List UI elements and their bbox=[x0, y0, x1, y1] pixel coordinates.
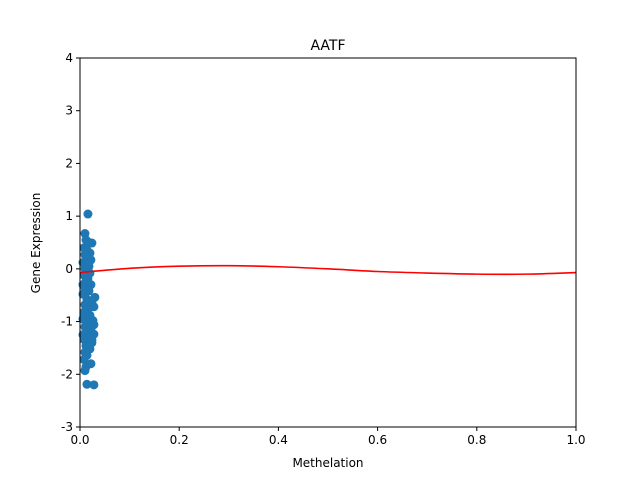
y-tick-label: 3 bbox=[65, 104, 73, 118]
data-point bbox=[78, 314, 88, 324]
y-tick-label: 2 bbox=[65, 156, 73, 170]
x-tick-label: 1.0 bbox=[566, 433, 585, 447]
x-axis: 0.0 0.2 0.4 0.6 0.8 1.0 bbox=[70, 427, 586, 447]
data-point bbox=[79, 355, 89, 365]
data-point bbox=[87, 335, 97, 345]
chart-title: AATF bbox=[310, 38, 345, 54]
data-point bbox=[80, 366, 90, 376]
y-axis-label: Gene Expression bbox=[29, 193, 43, 294]
y-tick-label: -3 bbox=[61, 420, 73, 434]
data-point bbox=[82, 379, 92, 389]
x-tick-label: 0.2 bbox=[170, 433, 189, 447]
plot-background bbox=[80, 58, 576, 427]
fit-line bbox=[79, 264, 577, 276]
x-tick-label: 0.0 bbox=[70, 433, 89, 447]
data-point bbox=[83, 209, 93, 219]
y-tick-label: 0 bbox=[65, 262, 73, 276]
data-point bbox=[78, 330, 88, 340]
x-tick-label: 0.6 bbox=[368, 433, 387, 447]
y-tick-label: -1 bbox=[61, 315, 73, 329]
data-point bbox=[83, 342, 93, 352]
data-point bbox=[89, 380, 99, 390]
y-axis: -3 -2 -1 0 1 2 3 4 bbox=[61, 51, 80, 434]
x-axis-label: Methelation bbox=[292, 456, 363, 470]
x-tick-label: 0.8 bbox=[467, 433, 486, 447]
data-point bbox=[85, 297, 95, 307]
y-tick-label: 4 bbox=[65, 51, 73, 65]
y-tick-label: 1 bbox=[65, 209, 73, 223]
scatter-series bbox=[78, 209, 100, 390]
data-point bbox=[78, 280, 88, 290]
data-point bbox=[84, 257, 94, 267]
data-point bbox=[87, 238, 97, 248]
plot-frame bbox=[79, 57, 577, 428]
x-tick-label: 0.4 bbox=[269, 433, 288, 447]
fit-line-series bbox=[79, 264, 577, 276]
y-tick-label: -2 bbox=[61, 367, 73, 381]
